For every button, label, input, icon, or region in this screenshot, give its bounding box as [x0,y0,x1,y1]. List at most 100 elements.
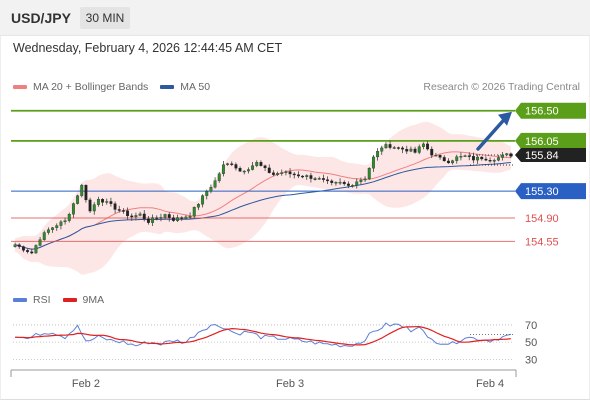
candle [501,152,505,161]
candle-body [34,245,38,254]
candle-body [401,147,405,150]
rsi-legend: RSI 9MA [13,294,116,306]
candle [221,160,225,177]
candle [226,162,230,166]
candle-body [488,160,492,162]
candle-body [501,154,505,158]
candle-body [351,185,355,187]
candle [163,213,167,220]
candle [438,154,442,160]
bollinger-band [15,121,511,275]
candle [188,212,192,220]
candle-body [142,213,146,220]
candle-body [96,199,100,205]
rsi-axis-label: 30 [525,354,537,366]
timestamp-label: Wednesday, February 4, 2026 12:44:45 AM … [13,41,283,55]
candle [351,184,355,188]
candle-body [355,181,359,186]
candle [355,178,359,189]
candle-body [484,158,488,161]
candle-body [471,156,475,161]
candle-body [76,195,80,204]
candle [117,205,121,213]
candle [417,144,421,155]
candle [380,145,384,155]
candle [451,159,455,165]
candle-body [71,203,75,215]
candle [309,172,313,183]
candle [71,202,75,218]
candle-body [417,146,421,153]
candle [346,181,350,189]
candle-body [509,153,513,157]
main-legend: MA 20 + Bollinger Bands MA 50 [13,81,222,93]
candle-body [342,181,346,185]
copyright-label: Research © 2026 Trading Central [423,81,580,93]
candle [255,160,259,168]
candle-body [434,154,438,157]
candle-body [442,157,446,162]
level-tag-154.55: 154.55 [525,236,559,248]
candle [138,211,142,217]
candle-body [67,214,71,221]
candle [113,201,117,214]
level-tag-bg [515,183,586,200]
candle [476,154,480,164]
candle-body [480,156,484,160]
candle [246,167,250,174]
candle [46,227,50,235]
candle [155,215,159,221]
candle [392,145,396,150]
candle-body [159,217,163,219]
candle-body [121,210,125,212]
candle-body [101,199,105,203]
candle-body [192,207,196,217]
candle-body [438,154,442,158]
rsi-panel: 70 50 30 [13,320,537,366]
legend-bollinger: MA 20 + Bollinger Bands [13,81,148,93]
candle-body [196,204,200,208]
candle [238,166,242,173]
legend-rsi-label: RSI [33,294,51,306]
candle [359,177,363,185]
candle-body [238,168,242,172]
candle [242,170,246,175]
interval-selector[interactable]: 30 MIN [80,7,130,29]
level-tag-text: 154.55 [525,236,559,248]
candle-body [180,217,184,219]
level-tag-bg [515,132,586,149]
candle [480,156,484,161]
candle-body [38,239,42,246]
forecast-arrow-shaft [476,117,506,151]
candle [505,152,509,157]
candle [105,198,109,205]
candle-body [255,162,259,166]
candle [317,176,321,180]
candle-body [134,215,138,218]
candle-body [405,149,409,152]
candle-body [430,148,434,156]
candle-body [184,216,188,219]
candle-body [126,210,130,217]
level-tag-155.30: 155.30 [515,183,586,200]
candle-body [338,181,342,184]
candle [63,217,67,225]
candle-body [421,143,425,147]
legend-9ma: 9MA [62,294,104,306]
candle [292,171,296,179]
candle [430,146,434,159]
candle-body [188,216,192,218]
candle [151,214,155,226]
level-tags: 156.50 156.05 155.30 154.90 154.55 155.84 [515,102,586,248]
candle-body [334,182,338,184]
candle-body [476,156,480,161]
candle [301,175,305,179]
candle [76,194,80,205]
candle-body [305,175,309,177]
candle-body [388,144,392,148]
candle-body [46,229,50,233]
candle [217,171,221,183]
candle-body [330,180,334,183]
candle [234,162,238,171]
